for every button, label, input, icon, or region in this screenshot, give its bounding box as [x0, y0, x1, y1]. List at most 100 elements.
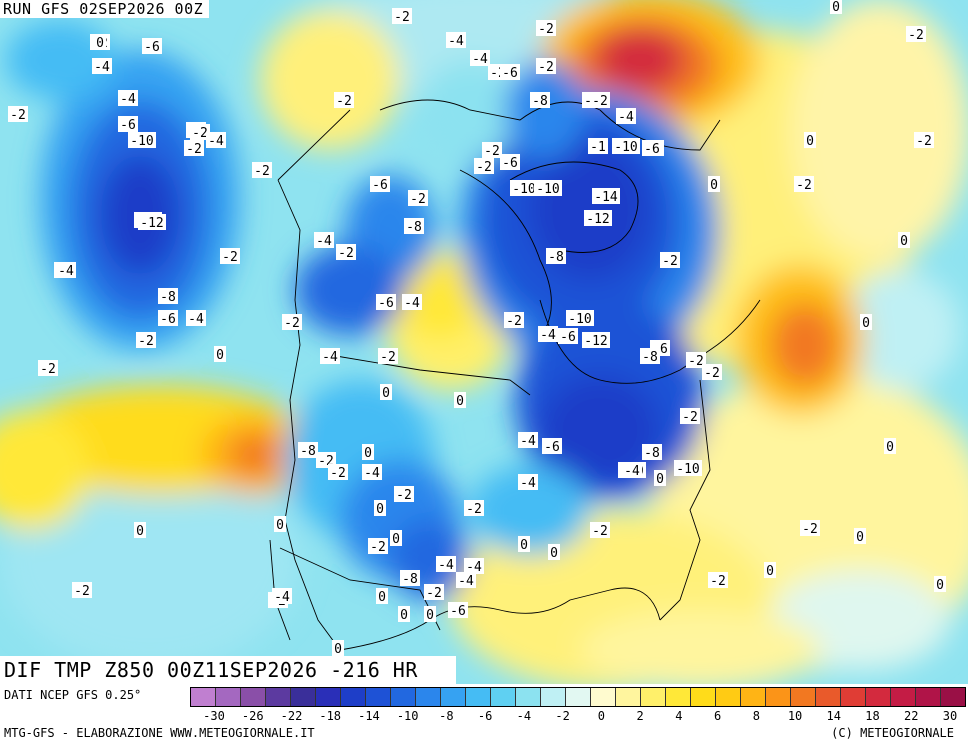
contour-label: -6	[558, 328, 578, 345]
contour-label: -4	[206, 132, 226, 149]
contour-label: -2	[336, 244, 356, 261]
contour-label: 0	[898, 232, 910, 249]
svg-text:-2: -2	[426, 586, 442, 601]
contour-label: 0	[518, 536, 530, 553]
svg-text:-4: -4	[624, 464, 640, 479]
contour-label: -4	[616, 108, 636, 125]
svg-text:-4: -4	[188, 312, 204, 327]
map-title: DIF TMP Z850 00Z11SEP2026 -216 HR	[0, 656, 456, 684]
contour-label: -2	[184, 140, 204, 157]
contour-label: -4	[622, 462, 642, 479]
color-scale-swatch	[566, 688, 591, 706]
contour-label: 0	[398, 606, 410, 623]
color-scale-swatch	[691, 688, 716, 706]
svg-text:-2: -2	[538, 60, 554, 75]
svg-text:-2: -2	[466, 502, 482, 517]
contour-label: -4	[186, 310, 206, 327]
contour-label: -4	[56, 262, 76, 279]
color-scale-swatch	[916, 688, 941, 706]
svg-text:-4: -4	[120, 92, 136, 107]
color-scale-tick: 4	[675, 709, 683, 723]
contour-label: -12	[584, 210, 612, 227]
contour-label: -2	[378, 348, 398, 365]
legend-bar: DATI NCEP GFS 0.25° -30 -26 -22 -18 -14 -10 -8…	[0, 684, 968, 745]
svg-text:0: 0	[392, 532, 400, 547]
svg-text:-2: -2	[796, 178, 812, 193]
contour-label: -2	[708, 572, 728, 589]
contour-label: -10	[534, 180, 562, 197]
svg-text:-12: -12	[584, 334, 607, 349]
contour-label: -4	[118, 90, 138, 107]
contour-label: -6	[376, 294, 396, 311]
svg-text:-6: -6	[502, 66, 518, 81]
contour-label: -4	[402, 294, 422, 311]
svg-text:0: 0	[400, 608, 408, 623]
svg-text:-2: -2	[710, 574, 726, 589]
contour-label: -2	[394, 486, 414, 503]
contour-label: 0	[804, 132, 816, 149]
contour-label: -10	[674, 460, 702, 477]
color-scale-swatch	[416, 688, 441, 706]
color-scale-swatch	[491, 688, 516, 706]
contour-label: -6	[118, 116, 138, 133]
svg-text:-4: -4	[208, 134, 224, 149]
contour-label-layer: -2-6-4-2-2-4-4-2-2-6-2-4-6-2-2-2-4-20-2-…	[8, 0, 946, 657]
svg-text:-10: -10	[512, 182, 535, 197]
color-scale-swatch	[741, 688, 766, 706]
color-scale-tick: -10	[396, 709, 419, 723]
svg-text:-2: -2	[380, 350, 396, 365]
contour-label: -4	[518, 432, 538, 449]
contour-label: -6	[370, 176, 390, 193]
svg-text:-2: -2	[484, 144, 500, 159]
svg-text:-4: -4	[364, 466, 380, 481]
color-scale-tick: -2	[555, 709, 570, 723]
svg-text:-2: -2	[192, 126, 208, 141]
color-scale-tick: 30	[942, 709, 958, 723]
contour-label: -10	[566, 310, 594, 327]
temperature-anomaly-map[interactable]: -2-6-4-2-2-4-4-2-2-6-2-4-6-2-2-2-4-20-2-…	[0, 0, 968, 684]
contour-label: -2	[794, 176, 814, 193]
svg-text:-2: -2	[336, 94, 352, 109]
svg-text:-4: -4	[466, 560, 482, 575]
contour-label: 0	[934, 576, 946, 593]
svg-text:-2: -2	[802, 522, 818, 537]
contour-label: -1	[588, 138, 608, 155]
contour-label: 0	[654, 470, 666, 487]
svg-text:0: 0	[936, 578, 944, 593]
svg-text:-2: -2	[284, 316, 300, 331]
svg-text:-2: -2	[254, 164, 270, 179]
color-scale-tick: 10	[787, 709, 803, 723]
color-scale-swatch	[391, 688, 416, 706]
contour-label: -2	[686, 352, 706, 369]
svg-text:-6: -6	[160, 312, 176, 327]
svg-text:-4: -4	[94, 60, 110, 75]
svg-text:-4: -4	[322, 350, 338, 365]
color-scale-tick: 22	[904, 709, 919, 723]
color-scale-swatch	[216, 688, 241, 706]
contour-label: -2	[136, 332, 156, 349]
contour-label: -2	[536, 58, 556, 75]
color-scale-tick: -4	[516, 709, 532, 723]
contour-label: -2	[72, 582, 92, 599]
contour-label: -8	[642, 444, 662, 461]
svg-text:0: 0	[364, 446, 372, 461]
svg-text:-2: -2	[222, 250, 238, 265]
contour-label: 0	[548, 544, 560, 561]
contour-label: -2	[702, 364, 722, 381]
svg-text:-4: -4	[472, 52, 488, 67]
svg-text:0: 0	[382, 386, 390, 401]
svg-text:-2: -2	[704, 366, 720, 381]
contour-label: 0	[94, 34, 106, 51]
contour-label: -2	[282, 314, 302, 331]
contour-label: -2	[800, 520, 820, 537]
svg-text:-2: -2	[688, 354, 704, 369]
contour-label: 0	[884, 438, 896, 455]
svg-text:-4: -4	[58, 264, 74, 279]
color-scale-swatch	[366, 688, 391, 706]
contour-label: -6	[158, 310, 178, 327]
svg-text:0: 0	[862, 316, 870, 331]
contour-label: -6	[500, 154, 520, 171]
svg-text:-8: -8	[644, 446, 660, 461]
svg-text:-14: -14	[594, 190, 618, 205]
svg-text:-2: -2	[476, 160, 492, 175]
